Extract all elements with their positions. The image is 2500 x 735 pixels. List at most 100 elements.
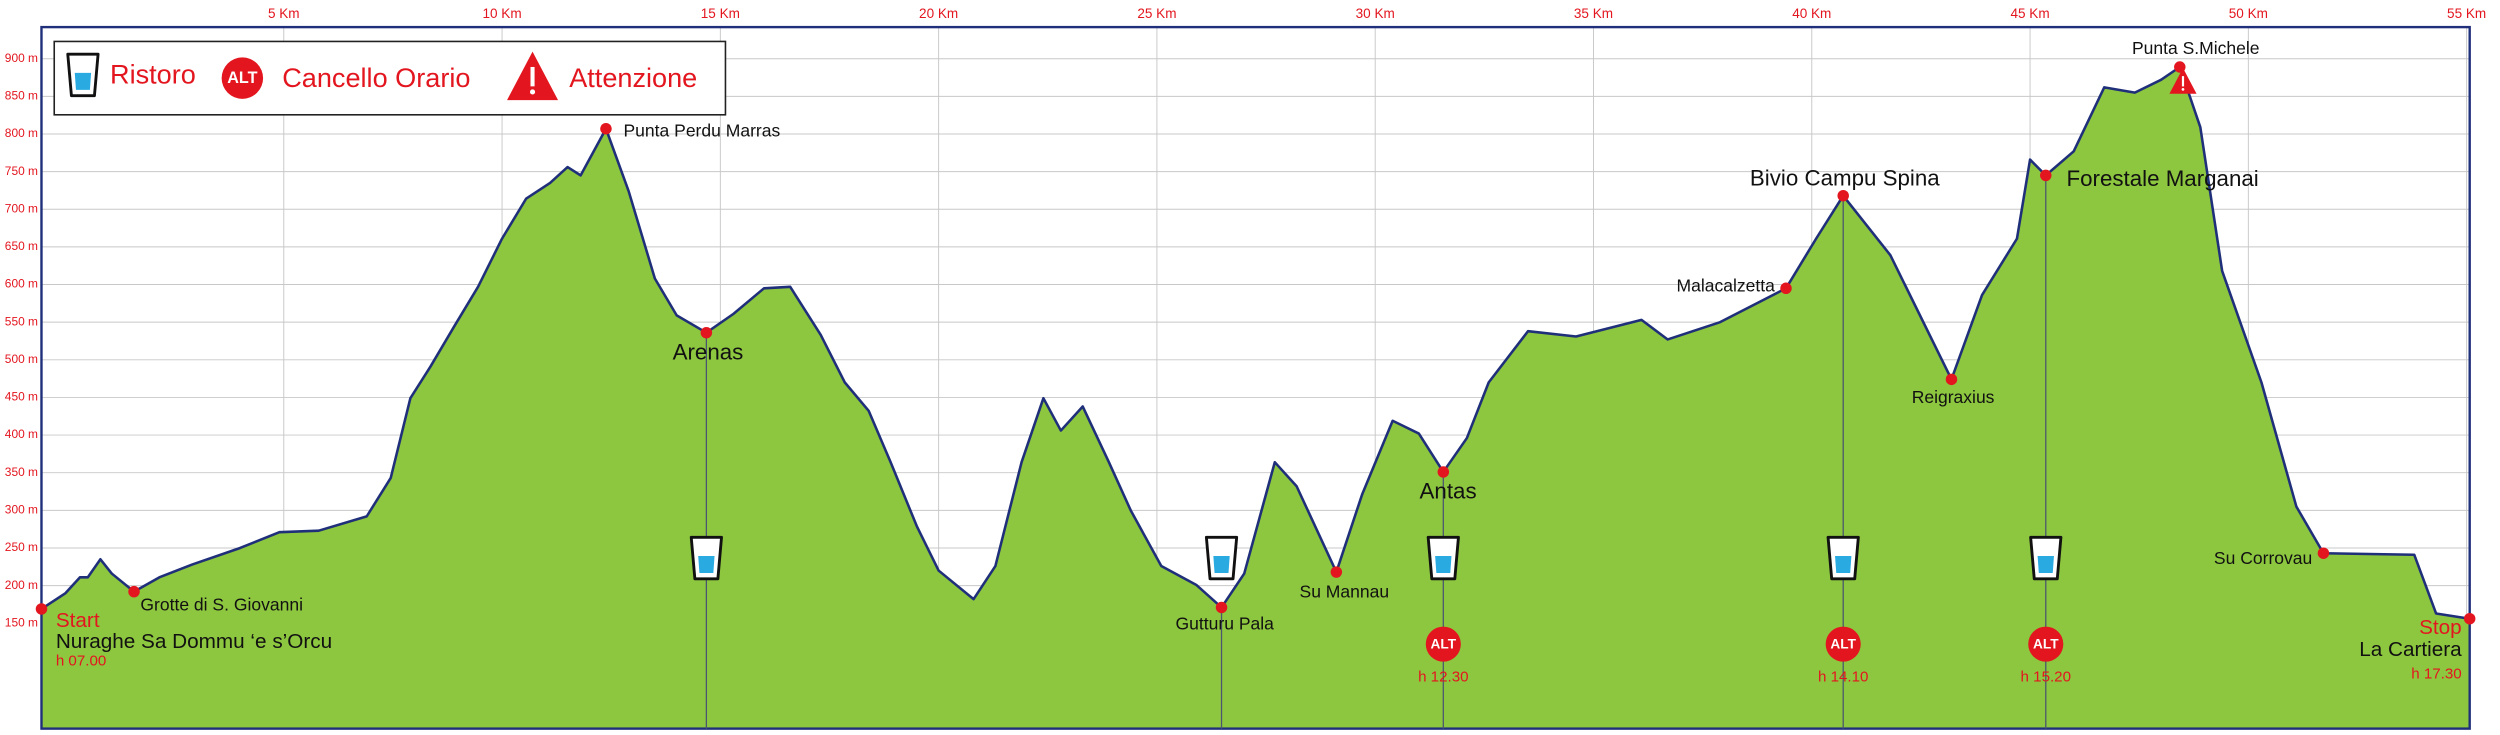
waypoint-dot: [2174, 61, 2186, 73]
waypoint-dot: [1215, 601, 1228, 614]
gate-icon: ALT: [2028, 626, 2064, 662]
y-tick-label: 700 m: [5, 201, 38, 215]
gate-time: h 12.30: [1418, 669, 1468, 686]
gate-icon: ALT: [221, 57, 264, 99]
waypoint-dot: [1330, 566, 1343, 578]
waypoint-label: Start: [56, 609, 100, 632]
waypoint-label: Forestale Marganai: [2067, 166, 2259, 191]
y-tick-label: 350 m: [5, 465, 38, 479]
ristoro-icon: [1204, 535, 1239, 581]
warning-dot: [2181, 88, 2185, 91]
legend-label: Ristoro: [110, 59, 196, 90]
gate-time: h 15.20: [2021, 669, 2071, 686]
waypoint-sublabel: Nuraghe Sa Dommu ‘e s’Orcu: [56, 630, 332, 653]
waypoint-dot: [1437, 466, 1450, 478]
cup-water: [1835, 555, 1852, 573]
y-tick-label: 200 m: [5, 578, 38, 592]
gate-time: h 14.10: [1818, 669, 1868, 686]
y-tick-label: 850 m: [5, 89, 38, 103]
y-tick-label: 300 m: [5, 502, 38, 516]
waypoint-label: Bivio Campu Spina: [1750, 166, 1940, 191]
warning-bar: [2181, 76, 2185, 87]
y-tick-label: 450 m: [5, 390, 38, 404]
legend-label: Attenzione: [569, 62, 697, 93]
waypoint-label: Su Mannau: [1300, 581, 1390, 601]
y-tick-label: 550 m: [5, 314, 38, 328]
waypoint-label: Punta S.Michele: [2132, 38, 2260, 58]
ristoro-icon: [689, 535, 723, 581]
waypoint-label: Gutturu Pala: [1176, 614, 1275, 634]
cup-water: [2037, 555, 2054, 573]
ristoro-icon: [2029, 535, 2063, 581]
waypoint-dot: [2040, 169, 2052, 182]
waypoint-dot: [700, 326, 713, 339]
waypoint-dot: [1837, 189, 1849, 202]
gate-circle: [1825, 626, 1861, 662]
waypoint-label: Reigraxius: [1912, 387, 1995, 407]
y-tick-label: 500 m: [5, 352, 38, 366]
y-tick-label: 600 m: [5, 277, 38, 291]
gate-badge-text: ALT: [2033, 637, 2059, 652]
waypoint-dot: [2463, 612, 2476, 625]
legend-label: Cancello Orario: [282, 62, 470, 93]
warning-icon: [2169, 67, 2197, 94]
x-tick-label: 5 Km: [268, 6, 300, 21]
waypoint-time: h 07.00: [56, 653, 106, 670]
x-tick-label: 30 Km: [1356, 6, 1395, 21]
waypoint-sublabel: La Cartiera: [2359, 638, 2462, 661]
warning-dot: [529, 89, 536, 95]
area-fill: [41, 66, 2470, 729]
waypoint-dot: [1780, 282, 1792, 295]
cup-water: [698, 555, 715, 573]
x-tick-label: 45 Km: [2010, 6, 2049, 21]
legend: [53, 40, 727, 116]
ristoro-icon: [1826, 535, 1860, 581]
elevation-line: [40, 65, 2470, 620]
gate-badge-text: ALT: [1431, 637, 1457, 652]
gate-badge-text: ALT: [1830, 637, 1856, 652]
gate-circle: [1425, 626, 1461, 662]
waypoint-dot: [1945, 373, 1958, 386]
x-tick-label: 20 Km: [919, 6, 958, 21]
gate-circle: [221, 57, 264, 99]
gate-badge-text: ALT: [227, 69, 257, 87]
x-tick-label: 15 Km: [701, 6, 740, 21]
gate-icon: ALT: [1425, 626, 1461, 662]
y-tick-label: 650 m: [5, 239, 38, 253]
x-tick-label: 40 Km: [1792, 6, 1831, 21]
cup-water: [1213, 555, 1230, 573]
waypoint-dot: [35, 603, 48, 615]
cup-water: [74, 72, 92, 90]
x-tick-label: 25 Km: [1137, 6, 1176, 21]
waypoint-label: Malacalzetta: [1677, 275, 1776, 295]
y-tick-label: 250 m: [5, 540, 38, 554]
warning-bar: [530, 66, 535, 87]
waypoint-label: Su Corrovau: [2214, 548, 2312, 568]
ristoro-icon: [1426, 535, 1460, 581]
plot-frame: [40, 25, 2471, 730]
y-tick-label: 900 m: [5, 51, 38, 65]
waypoint-dot: [2317, 547, 2330, 559]
waypoint-label: Antas: [1420, 479, 1477, 504]
gate-circle: [2028, 626, 2064, 662]
waypoint-label: Stop: [2419, 616, 2462, 639]
waypoint-label: Arenas: [673, 339, 744, 364]
warning-icon: [507, 51, 559, 101]
y-tick-label: 400 m: [5, 427, 38, 441]
legend-box: [53, 40, 727, 116]
waypoint-dot: [600, 122, 612, 135]
y-tick-label: 150 m: [5, 615, 38, 629]
gate-icon: ALT: [1825, 626, 1861, 662]
x-tick-label: 10 Km: [482, 6, 521, 21]
waypoint-time: h 17.30: [2411, 666, 2461, 683]
x-tick-label: 35 Km: [1574, 6, 1613, 21]
x-tick-label: 50 Km: [2229, 6, 2268, 21]
y-tick-label: 800 m: [5, 126, 38, 140]
waypoint-label: Punta Perdu Marras: [623, 121, 780, 141]
y-tick-label: 750 m: [5, 164, 38, 178]
x-tick-label: 55 Km: [2447, 6, 2486, 21]
waypoint-dot: [128, 585, 140, 598]
waypoint-label: Grotte di S. Giovanni: [140, 595, 303, 615]
